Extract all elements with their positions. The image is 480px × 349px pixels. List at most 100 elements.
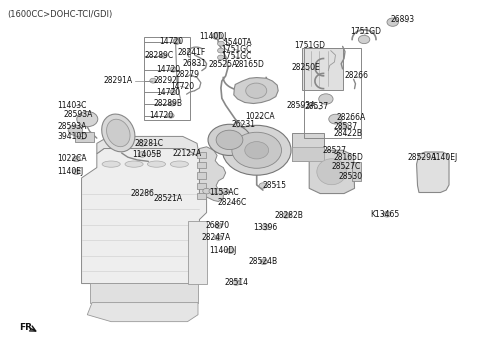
Circle shape [170, 90, 177, 95]
Circle shape [339, 122, 349, 129]
Text: 14720: 14720 [156, 88, 180, 97]
Polygon shape [87, 303, 198, 322]
Bar [188, 221, 206, 283]
Text: 1140EJ: 1140EJ [58, 167, 84, 176]
Circle shape [170, 67, 177, 72]
Polygon shape [234, 77, 278, 104]
Circle shape [387, 18, 398, 26]
Ellipse shape [317, 159, 347, 185]
Circle shape [359, 35, 370, 44]
Circle shape [215, 235, 222, 240]
Text: 26831: 26831 [183, 59, 207, 68]
Bar [197, 152, 205, 158]
Text: 14720: 14720 [170, 82, 194, 91]
Circle shape [173, 38, 181, 44]
Circle shape [169, 101, 176, 106]
Text: 28281C: 28281C [134, 139, 163, 148]
Polygon shape [309, 150, 355, 194]
Bar [197, 172, 205, 179]
Bar [144, 37, 191, 120]
Circle shape [234, 121, 241, 127]
Circle shape [282, 213, 290, 218]
Text: 28527C: 28527C [332, 162, 361, 171]
Bar [197, 183, 205, 189]
Circle shape [227, 248, 234, 253]
Text: 1140DJ: 1140DJ [199, 31, 227, 40]
Polygon shape [199, 147, 226, 201]
Text: 28279: 28279 [176, 70, 200, 79]
Circle shape [215, 223, 222, 229]
Text: 28527: 28527 [322, 147, 346, 155]
Circle shape [217, 48, 224, 53]
Text: 1140EJ: 1140EJ [431, 153, 457, 162]
Text: 14720: 14720 [156, 65, 180, 74]
Text: 22127A: 22127A [172, 149, 201, 158]
Text: 28266A: 28266A [337, 113, 366, 122]
Text: 28525A: 28525A [209, 60, 238, 69]
Text: 28289B: 28289B [153, 99, 182, 108]
Circle shape [216, 130, 243, 150]
Circle shape [259, 183, 267, 188]
Circle shape [222, 125, 291, 175]
Polygon shape [97, 136, 199, 157]
Text: 28291A: 28291A [104, 76, 133, 85]
Text: 1022CA: 1022CA [58, 154, 87, 163]
Text: 14720: 14720 [159, 37, 183, 46]
Circle shape [138, 152, 146, 157]
Text: 1022CA: 1022CA [245, 112, 275, 121]
Text: 11405B: 11405B [132, 150, 162, 159]
Text: 28529A: 28529A [408, 153, 437, 162]
Text: 11403C: 11403C [58, 101, 87, 110]
Ellipse shape [102, 161, 120, 167]
Circle shape [215, 188, 223, 194]
Text: 28514: 28514 [225, 278, 249, 287]
Bar [292, 147, 324, 161]
Bar [197, 162, 205, 168]
Circle shape [232, 280, 240, 285]
Circle shape [160, 53, 167, 58]
Text: 28289C: 28289C [144, 51, 174, 60]
Circle shape [150, 78, 156, 83]
Text: 26870: 26870 [205, 221, 229, 230]
Text: 28593A: 28593A [58, 122, 87, 131]
Text: 28515: 28515 [263, 181, 287, 190]
Circle shape [221, 188, 229, 194]
Circle shape [209, 188, 216, 194]
Text: 28266: 28266 [345, 71, 369, 80]
Circle shape [329, 114, 342, 124]
Circle shape [212, 32, 222, 39]
Text: 1751GC: 1751GC [221, 52, 252, 61]
Text: 28537: 28537 [304, 103, 328, 111]
Text: FR.: FR. [20, 323, 36, 332]
Bar [302, 48, 343, 90]
Circle shape [173, 39, 180, 44]
Bar [75, 132, 95, 142]
Circle shape [383, 211, 391, 217]
Text: 28165D: 28165D [234, 60, 264, 69]
Text: 28593A: 28593A [63, 110, 93, 119]
Text: 28246C: 28246C [217, 198, 246, 207]
Ellipse shape [125, 161, 143, 167]
Circle shape [138, 141, 146, 146]
Text: 14720: 14720 [149, 111, 173, 120]
Bar [90, 283, 199, 303]
Text: 28537: 28537 [333, 121, 357, 131]
Circle shape [245, 142, 269, 159]
Circle shape [217, 55, 224, 60]
Ellipse shape [147, 161, 166, 167]
Polygon shape [417, 152, 449, 193]
Text: 28292L: 28292L [153, 76, 181, 85]
Text: (1600CC>DOHC-TCI/GDI): (1600CC>DOHC-TCI/GDI) [7, 10, 112, 19]
Circle shape [203, 188, 210, 194]
Bar [197, 193, 205, 199]
Text: 28250E: 28250E [291, 64, 320, 72]
Circle shape [232, 132, 281, 168]
Text: 28524B: 28524B [249, 257, 278, 266]
Bar [304, 48, 361, 138]
Bar [352, 162, 361, 181]
Text: 28530: 28530 [339, 172, 363, 181]
Text: 1751GC: 1751GC [221, 45, 252, 54]
Text: 28247A: 28247A [202, 233, 231, 242]
Text: 28165D: 28165D [333, 153, 363, 162]
Circle shape [72, 156, 80, 162]
